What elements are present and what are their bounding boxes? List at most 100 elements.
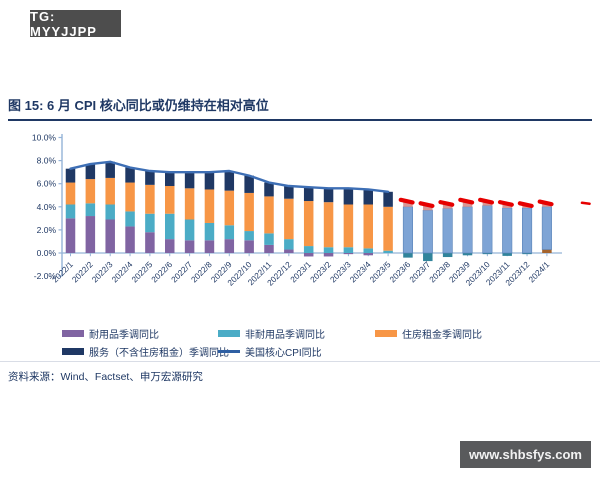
forecast-main-segment bbox=[422, 209, 433, 254]
bar-segment bbox=[85, 216, 96, 253]
x-tick-label: 2022/5 bbox=[129, 259, 154, 284]
bar-segment bbox=[125, 211, 135, 227]
x-tick-label: 2022/8 bbox=[189, 259, 214, 284]
bar-segment bbox=[145, 170, 155, 185]
bar-segment bbox=[184, 172, 195, 189]
bar-segment bbox=[85, 203, 96, 217]
bar-segment bbox=[383, 206, 393, 251]
bar-segment bbox=[85, 164, 96, 180]
legend-label-rent: 住房租金季调同比 bbox=[402, 329, 482, 341]
forecast-main-segment bbox=[541, 206, 552, 250]
bar-segment bbox=[264, 196, 274, 234]
bar-segment bbox=[284, 198, 294, 240]
legend-item-services: 服务（不含住房租金）季调同比 bbox=[62, 345, 229, 359]
bar-segment bbox=[65, 218, 76, 253]
bar-segment bbox=[343, 188, 354, 205]
bar-segment bbox=[244, 175, 254, 193]
x-tick-label: 2023/3 bbox=[328, 259, 353, 284]
x-tick-label: 2022/6 bbox=[149, 259, 174, 284]
y-tick-label: 10.0% bbox=[32, 133, 57, 143]
forecast-main-segment bbox=[402, 206, 414, 254]
bar-segment bbox=[165, 239, 175, 253]
cpi-chart: 10.0% 8.0% 6.0% 4.0% 2.0% 0.0% -2.0% 2022/1 2022… bbox=[0, 128, 600, 310]
bar-segment bbox=[145, 184, 155, 214]
legend-item-durable: 耐用品季调同比 bbox=[62, 327, 159, 341]
source-divider bbox=[0, 361, 600, 362]
bar-segment bbox=[244, 231, 254, 241]
tg-watermark-badge: TG: MYYJJPP bbox=[30, 8, 121, 39]
bar-segment bbox=[105, 177, 115, 205]
forecast-negative-segment bbox=[482, 253, 493, 255]
tg-watermark-text: TG: MYYJJPP bbox=[30, 8, 97, 39]
forecast-dash bbox=[458, 197, 475, 205]
forecast-top-segment bbox=[462, 201, 473, 207]
bar-segment bbox=[105, 204, 115, 220]
y-tick-label: -2.0% bbox=[34, 271, 57, 281]
forecast-brown-segment bbox=[542, 249, 552, 253]
bar-segment bbox=[165, 186, 175, 214]
y-tick-label: 8.0% bbox=[37, 156, 57, 166]
forecast-dash bbox=[418, 201, 435, 208]
y-tick-label: 0.0% bbox=[37, 248, 57, 258]
bar-segment bbox=[65, 182, 76, 205]
x-tick-label: 2023/4 bbox=[348, 259, 373, 284]
forecast-dash bbox=[478, 197, 495, 205]
forecast-top-segment bbox=[442, 203, 453, 209]
bar-segment bbox=[284, 239, 294, 250]
bar-segment bbox=[264, 244, 274, 253]
bar-segment bbox=[204, 189, 215, 223]
bar-segment bbox=[65, 204, 76, 219]
bar-segment bbox=[224, 170, 235, 191]
bar-segment bbox=[363, 204, 373, 249]
bar-segment bbox=[184, 188, 195, 220]
y-tick-label: 4.0% bbox=[37, 202, 57, 212]
bar-segment bbox=[145, 213, 155, 233]
bar-segment bbox=[264, 233, 274, 245]
bar-segment bbox=[105, 161, 115, 178]
bar-segment bbox=[244, 192, 254, 232]
forecast-top-segment bbox=[423, 204, 433, 211]
bar-segment bbox=[323, 188, 334, 203]
legend-label-nondurable: 非耐用品季调同比 bbox=[245, 329, 325, 341]
bar-segment bbox=[145, 232, 155, 253]
bar-segment bbox=[204, 172, 215, 190]
bar-segment-negative bbox=[323, 253, 334, 257]
bar-segment bbox=[184, 219, 195, 241]
x-tick-label: 2022/4 bbox=[109, 259, 134, 284]
legend-item-core-cpi-line: 美国核心CPI同比 bbox=[218, 345, 322, 359]
legend-swatch-services-icon bbox=[62, 347, 84, 355]
forecast-negative-segment bbox=[403, 253, 413, 258]
forecast-negative-segment bbox=[502, 253, 512, 256]
y-tick-label: 6.0% bbox=[37, 179, 57, 189]
bar-segment bbox=[224, 225, 235, 240]
forecast-main-segment bbox=[482, 205, 493, 254]
x-tick-label: 2023/7 bbox=[407, 259, 432, 284]
forecast-main-segment bbox=[502, 207, 513, 254]
bar-segment bbox=[244, 240, 254, 253]
bar-segment bbox=[303, 201, 314, 247]
bar-segment bbox=[343, 247, 354, 253]
x-tick-label: 2023/6 bbox=[387, 259, 412, 284]
x-tick-label: 2023/8 bbox=[427, 259, 452, 284]
bar-segment bbox=[125, 167, 135, 183]
bar-segment bbox=[85, 179, 96, 204]
bar-segment bbox=[303, 246, 314, 253]
website-watermark-text: www.shbsfys.com bbox=[469, 447, 582, 462]
bar-segment bbox=[204, 222, 215, 241]
x-tick-label: 2023/2 bbox=[308, 259, 333, 284]
bar-segment bbox=[65, 168, 76, 183]
forecast-main-segment bbox=[462, 206, 473, 254]
bar-segment bbox=[125, 182, 135, 212]
bar-segment bbox=[363, 189, 373, 205]
forecast-top-segment bbox=[403, 201, 413, 207]
core-cpi-line bbox=[69, 160, 390, 193]
bar-segment bbox=[264, 182, 274, 197]
forecast-dash bbox=[438, 200, 455, 207]
bar-segment bbox=[184, 240, 195, 253]
forecast-dash bbox=[537, 199, 554, 207]
forecast-dash-edge bbox=[580, 201, 591, 206]
forecast-negative-segment bbox=[423, 253, 433, 262]
x-tick-label: 2024/1 bbox=[526, 259, 551, 284]
forecast-negative-segment bbox=[522, 253, 532, 255]
